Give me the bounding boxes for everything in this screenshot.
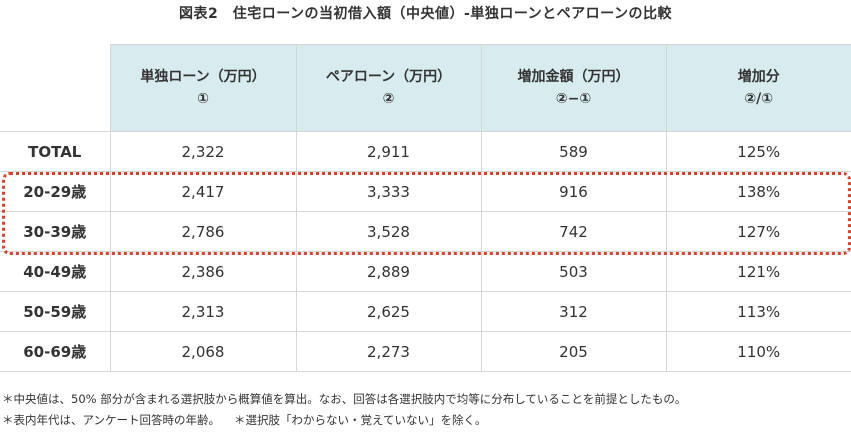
header-line: ペアローン（万円） [325,69,452,85]
table-cell: 2,273 [295,331,482,372]
table-cell: 2,889 [295,251,482,292]
note-line: ＊中央値は、50% 部分が含まれる選択肢から概算値を算出。なお、回答は各選択肢内… [2,389,686,410]
table-row: 50-59歳 2,313 2,625 312 113% [0,291,851,332]
table-cell: 125% [665,131,851,172]
header-line: 単独ローン（万円） [140,69,266,85]
table-cell: 113% [665,291,851,332]
table-cell: 2,322 [109,131,297,172]
corner-cell [0,44,111,132]
table-row: 20-29歳 2,417 3,333 916 138% [0,171,851,212]
table-cell: 742 [480,211,667,252]
table-cell: 2,417 [109,171,297,212]
header-line: ②/① [744,91,774,107]
column-header: 増加金額（万円） ②−① [480,44,667,132]
note: ＊表内年代は、アンケート回答時の年齢。 [2,413,221,427]
row-label: TOTAL [0,131,111,172]
column-header: ペアローン（万円） ② [295,44,482,132]
title: 図表2 住宅ローンの当初借入額（中央値）-単独ローンとペアローンの比較 [179,6,672,22]
table-cell: 110% [665,331,851,372]
table-body: TOTAL 2,322 2,911 589 125% 20-29歳 2,417 3,333 91… [0,131,851,372]
table-cell: 2,786 [109,211,297,252]
row-label: 50-59歳 [0,291,111,332]
notes: ＊中央値は、50% 部分が含まれる選択肢から概算値を算出。なお、回答は各選択肢内… [2,389,686,431]
header-line: ② [382,91,395,107]
table-row: TOTAL 2,322 2,911 589 125% [0,131,851,172]
data-table: 単独ローン（万円） ① ペアローン（万円） ② 増加金額（万円） ②−① 増加分 ②/① TO… [0,44,851,372]
table-cell: 3,528 [295,211,482,252]
note: ＊中央値は、50% 部分が含まれる選択肢から概算値を算出。なお、回答は各選択肢内… [2,392,687,406]
column-header: 増加分 ②/① [665,44,851,132]
table-cell: 2,313 [109,291,297,332]
header-line: ① [197,91,209,107]
table-row: 30-39歳 2,786 3,528 742 127% [0,211,851,252]
column-header: 単独ローン（万円） ① [109,44,297,132]
note: ＊選択肢「わからない・覚えていない」を除く。 [234,413,487,427]
row-label: 40-49歳 [0,251,111,292]
table-cell: 2,625 [295,291,482,332]
table-cell: 503 [480,251,667,292]
header-line: 増加分 [737,69,780,85]
table-cell: 121% [665,251,851,292]
row-label: 20-29歳 [0,171,111,212]
table-row: 40-49歳 2,386 2,889 503 121% [0,251,851,292]
table-cell: 127% [665,211,851,252]
table-cell: 138% [665,171,851,212]
table-cell: 589 [480,131,667,172]
table-cell: 2,386 [109,251,297,292]
header-line: 増加金額（万円） [517,69,630,85]
row-label: 60-69歳 [0,331,111,372]
table-cell: 916 [480,171,667,212]
table-row: 60-69歳 2,068 2,273 205 110% [0,331,851,372]
table-cell: 3,333 [295,171,482,212]
table-cell: 312 [480,291,667,332]
row-label: 30-39歳 [0,211,111,252]
table-cell: 2,068 [109,331,297,372]
note-line: ＊表内年代は、アンケート回答時の年齢。 ＊選択肢「わからない・覚えていない」を除く… [2,410,686,431]
table-cell: 205 [480,331,667,372]
header-line: ②−① [555,91,592,107]
table-cell: 2,911 [295,131,482,172]
header-row: 単独ローン（万円） ① ペアローン（万円） ② 増加金額（万円） ②−① 増加分 ②/① [0,44,851,132]
